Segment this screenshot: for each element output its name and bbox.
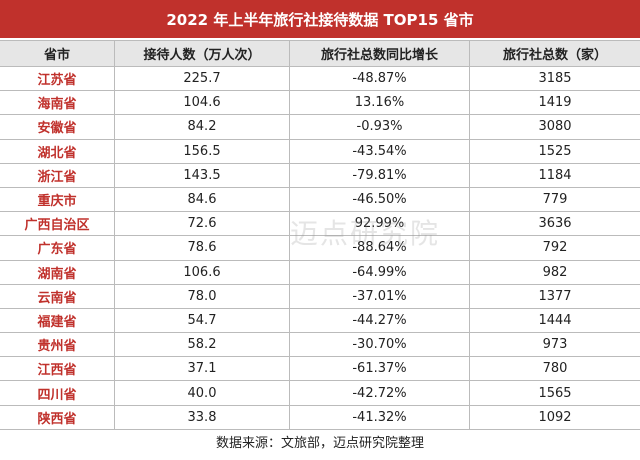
source-note: 数据来源：文旅部，迈点研究院整理 (215, 436, 424, 451)
table-row: 江苏省 225.7 -48.87% 3185 (0, 67, 640, 92)
table-row: 云南省 78.0 -37.01% 1377 (0, 284, 640, 309)
province-cell: 浙江省 (0, 163, 115, 187)
data-cell: -43.54% (290, 139, 470, 163)
data-cell: 1377 (538, 288, 572, 304)
data-cell: -46.50% (290, 187, 470, 212)
data-cell: 72.6 (115, 212, 290, 236)
data-cell: -64.99% (290, 260, 470, 284)
data-cell: -30.70% (290, 333, 470, 357)
province-cell: 陕西省 (0, 405, 115, 429)
data-cell: 3185 (538, 71, 572, 87)
table-row: 广西自治区 72.6 92.99% 3636 (0, 212, 640, 237)
data-cell: 973 (542, 337, 568, 353)
data-cell: 78.6 (115, 236, 290, 260)
data-cell: -88.64% (290, 236, 470, 260)
province-cell: 广东省 (0, 236, 115, 260)
data-cell: 37.1 (115, 357, 290, 381)
data-cell: 58.2 (115, 333, 290, 357)
data-cell: -41.32% (290, 405, 470, 429)
header-row: 省市 接待人数（万人次） 旅行社总数同比增长 旅行社总数（家） (0, 41, 640, 67)
data-cell: 1184 (538, 167, 572, 183)
data-cell: 143.5 (115, 163, 290, 187)
table-row: 贵州省 58.2 -30.70% 973 (0, 333, 640, 358)
data-cell: 40.0 (115, 381, 290, 405)
data-cell: 78.0 (115, 284, 290, 308)
data-cell: 106.6 (115, 260, 290, 284)
title: 2022 年上半年旅行社接待数据 TOP15 省市 (0, 0, 640, 38)
data-cell: 225.7 (115, 67, 290, 91)
data-cell: -44.27% (290, 308, 470, 333)
province-cell: 湖北省 (0, 139, 115, 163)
data-cell: -79.81% (290, 163, 470, 187)
province-cell: 安徽省 (0, 115, 115, 139)
data-cell: -37.01% (290, 284, 470, 308)
column-header: 旅行社总数同比增长 (290, 41, 470, 66)
data-cell: 1565 (538, 385, 572, 401)
data-cell: 780 (542, 361, 568, 377)
data-cell: 1419 (538, 95, 572, 111)
data-cell: 792 (542, 240, 568, 256)
data-cell: -61.37% (290, 357, 470, 381)
data-cell: 1444 (538, 312, 572, 328)
province-cell: 湖南省 (0, 260, 115, 284)
table-row: 福建省 54.7 -44.27% 1444 (0, 308, 640, 334)
province-cell: 海南省 (0, 91, 115, 115)
province-cell: 福建省 (0, 308, 115, 333)
data-cell: 84.2 (115, 115, 290, 139)
table-row: 湖北省 156.5 -43.54% 1525 (0, 139, 640, 164)
province-cell: 重庆市 (0, 187, 115, 212)
table-row: 陕西省 33.8 -41.32% 1092 (0, 405, 640, 430)
table: 省市 接待人数（万人次） 旅行社总数同比增长 旅行社总数（家） 江苏省 225.7 -48.… (0, 40, 640, 430)
table-row: 重庆市 84.6 -46.50% 779 (0, 187, 640, 213)
data-cell: 3080 (538, 119, 572, 135)
data-cell: -0.93% (290, 115, 470, 139)
data-cell: 54.7 (115, 308, 290, 333)
data-cell: 982 (542, 264, 568, 280)
data-cell: 104.6 (115, 91, 290, 115)
province-cell: 四川省 (0, 381, 115, 405)
table-row: 安徽省 84.2 -0.93% 3080 (0, 115, 640, 140)
table-row: 四川省 40.0 -42.72% 1565 (0, 381, 640, 406)
province-cell: 广西自治区 (0, 212, 115, 236)
data-cell: 84.6 (115, 187, 290, 212)
province-cell: 贵州省 (0, 333, 115, 357)
column-header: 接待人数（万人次） (115, 41, 290, 66)
province-cell: 江苏省 (0, 67, 115, 91)
data-cell: -42.72% (290, 381, 470, 405)
column-header: 省市 (0, 41, 115, 66)
data-cell: 1092 (538, 409, 572, 425)
table-row: 海南省 104.6 13.16% 1419 (0, 91, 640, 116)
data-cell: 1525 (538, 143, 572, 159)
data-cell: 33.8 (115, 405, 290, 429)
table-row: 江西省 37.1 -61.37% 780 (0, 357, 640, 382)
province-cell: 云南省 (0, 284, 115, 308)
data-cell: -48.87% (290, 67, 470, 91)
table-row: 浙江省 143.5 -79.81% 1184 (0, 163, 640, 188)
column-header: 旅行社总数（家） (502, 48, 607, 63)
province-cell: 江西省 (0, 357, 115, 381)
table-row: 广东省 78.6 -88.64% 792 (0, 236, 640, 261)
data-cell: 13.16% (290, 91, 470, 115)
data-cell: 779 (542, 192, 568, 208)
data-cell: 3636 (538, 216, 572, 232)
table-row: 湖南省 106.6 -64.99% 982 (0, 260, 640, 285)
data-cell: 92.99% (290, 212, 470, 236)
data-cell: 156.5 (115, 139, 290, 163)
